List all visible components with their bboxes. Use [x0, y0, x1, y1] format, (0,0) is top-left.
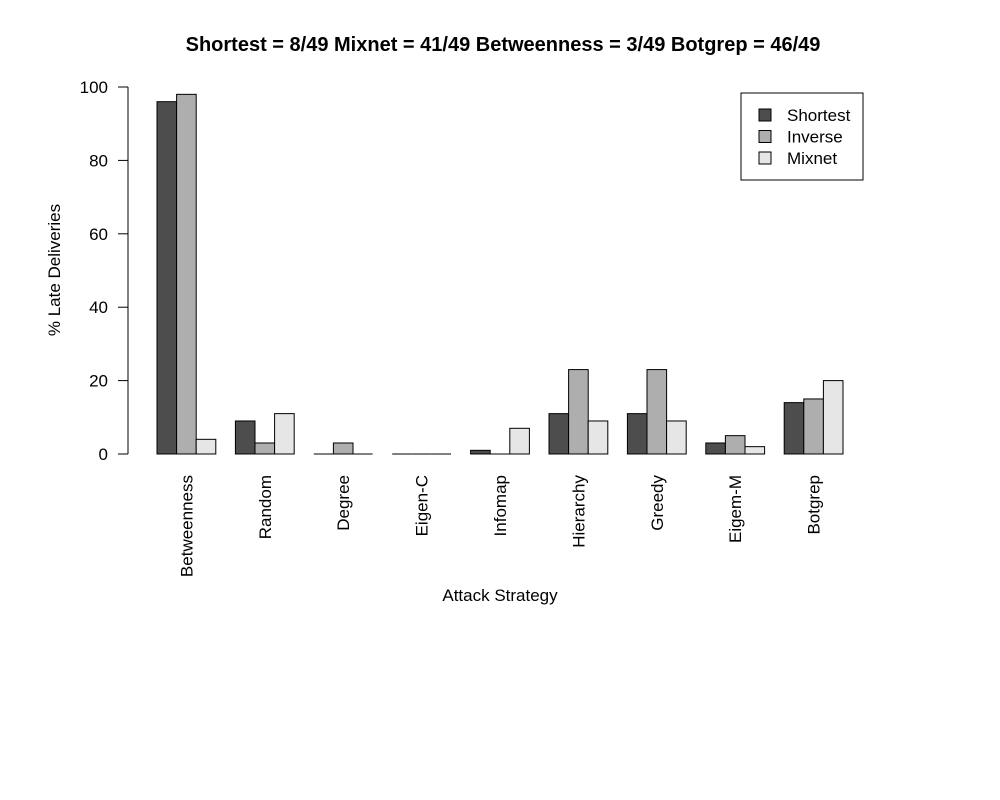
x-tick-label: Greedy — [648, 475, 667, 531]
x-axis-tick-labels: Betweenness Random Degree Eigen-C Infomap Hie… — [177, 475, 823, 578]
chart-title: Shortest = 8/49 Mixnet = 41/49 Betweenne… — [186, 34, 821, 56]
y-tick-label: 60 — [89, 225, 108, 244]
bar-inverse-eigem-m — [724, 435, 746, 455]
legend-label-inverse: Inverse — [787, 128, 843, 147]
y-tick-label: 40 — [89, 298, 108, 317]
y-tick-label: 20 — [89, 372, 108, 391]
bar-inverse-betweenness — [176, 93, 197, 455]
bar-shortest-greedy — [626, 413, 648, 455]
bar-mixnet-botgrep — [822, 380, 844, 455]
legend-label-mixnet: Mixnet — [787, 149, 837, 168]
x-tick-label: Botgrep — [805, 475, 824, 535]
y-tick-label: 80 — [89, 151, 108, 170]
bar-shortest-eigem-m — [705, 442, 726, 455]
bar-group — [156, 93, 844, 455]
legend-swatch-mixnet — [758, 151, 772, 165]
y-axis-label: % Late Deliveries — [45, 204, 64, 336]
bar-mixnet-eigem-m — [744, 446, 766, 455]
bar-inverse-random — [254, 442, 276, 455]
bar-shortest-random — [234, 420, 256, 455]
bar-shortest-infomap — [470, 449, 491, 455]
bar-mixnet-betweenness — [195, 438, 217, 455]
bar-inverse-hierarchy — [568, 369, 589, 455]
bar-mixnet-hierarchy — [587, 420, 609, 455]
bar-shortest-botgrep — [783, 402, 805, 455]
x-axis-label: Attack Strategy — [442, 586, 558, 605]
legend: Shortest Inverse Mixnet — [740, 92, 864, 181]
bar-mixnet-infomap — [509, 427, 530, 455]
y-tick-label: 100 — [80, 78, 108, 97]
bar-shortest-betweenness — [156, 101, 178, 455]
legend-label-shortest: Shortest — [787, 106, 851, 125]
legend-swatch-inverse — [758, 130, 772, 143]
bar-inverse-botgrep — [803, 398, 824, 455]
bar-inverse-greedy — [646, 369, 668, 455]
x-tick-label: Infomap — [491, 475, 510, 536]
bar-shortest-hierarchy — [548, 413, 570, 455]
x-tick-label: Eigen-C — [413, 475, 432, 536]
legend-swatch-shortest — [758, 108, 772, 122]
x-tick-label: Degree — [334, 475, 353, 531]
bar-mixnet-random — [274, 413, 295, 455]
y-axis: 0 20 40 60 80 100 — [80, 78, 129, 464]
x-tick-label: Betweenness — [177, 475, 196, 577]
bar-inverse-degree — [332, 442, 354, 455]
bar-mixnet-greedy — [666, 420, 687, 455]
y-tick-label: 0 — [99, 445, 108, 464]
x-tick-label: Eigem-M — [726, 475, 745, 543]
x-tick-label: Hierarchy — [569, 475, 588, 548]
x-tick-label: Random — [256, 475, 275, 539]
